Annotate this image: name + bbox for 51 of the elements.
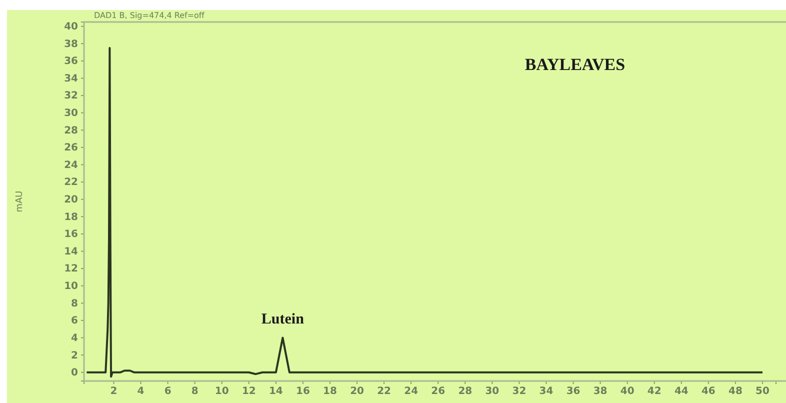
x-tick-label: 8 — [191, 386, 198, 398]
x-tick-label: 16 — [296, 386, 310, 398]
y-tick-label: 38 — [64, 38, 78, 50]
x-tick-label: 24 — [404, 386, 418, 398]
line-series — [86, 46, 764, 378]
x-tick-label: 46 — [701, 386, 716, 398]
x-tick-label: 38 — [593, 386, 608, 398]
y-tick-label: 0 — [71, 368, 78, 379]
x-tick-label: 44 — [674, 386, 688, 398]
x-tick-label: 50 — [756, 386, 770, 398]
x-tick-label: 2 — [110, 386, 118, 398]
x-tick-label: 20 — [350, 386, 364, 398]
text: BAYLEAVES — [524, 55, 626, 74]
x-tick-label: 6 — [164, 386, 172, 398]
y-tick-label: 10 — [64, 281, 78, 292]
x-tick-label: 12 — [242, 386, 256, 398]
y-tick-label: 6 — [71, 316, 78, 327]
annotation: Lutein — [261, 312, 305, 328]
y-tick-label: 26 — [64, 142, 78, 154]
y-tick-label: 4 — [71, 332, 78, 344]
x-tick-label: 28 — [458, 386, 472, 398]
y-axis-title: mAU — [15, 190, 25, 212]
x-tick-label: 36 — [566, 386, 580, 398]
y-tick-label: 18 — [64, 212, 78, 223]
x-tick-label: 40 — [620, 386, 634, 398]
x-tick-label: 10 — [214, 386, 229, 398]
y-tick-label: 24 — [64, 160, 78, 171]
x-tick-label: 18 — [323, 386, 337, 398]
y-tick-label: 12 — [64, 264, 78, 275]
x-tick-label: 42 — [647, 386, 662, 398]
y-tick-label: 22 — [64, 177, 78, 188]
y-tick-label: 32 — [64, 90, 78, 102]
y-tick-label: 20 — [64, 194, 78, 206]
x-tick-label: 34 — [539, 386, 554, 398]
y-tick-label: 16 — [64, 229, 78, 240]
y-tick-label: 40 — [64, 22, 78, 33]
y-tick-label: 36 — [64, 56, 78, 68]
x-tick-label: 4 — [137, 386, 144, 398]
y-tick-label: 28 — [64, 125, 78, 136]
x-tick-label: 26 — [431, 386, 446, 398]
y-tick-label: 30 — [64, 108, 78, 120]
x-tick-label: 22 — [377, 386, 392, 398]
x-tick-label: 30 — [485, 386, 500, 398]
y-tick-label: 2 — [71, 350, 78, 362]
y-tick-label: 14 — [64, 246, 78, 258]
chart-subtitle: DAD1 B, Sig=474,4 Ref=off — [94, 11, 205, 20]
y-tick-label: 8 — [71, 298, 78, 310]
x-tick-label: 48 — [728, 386, 742, 398]
y-tick-label: 34 — [64, 73, 78, 84]
x-tick-label: 14 — [268, 386, 283, 398]
x-tick-label: 32 — [512, 386, 526, 398]
